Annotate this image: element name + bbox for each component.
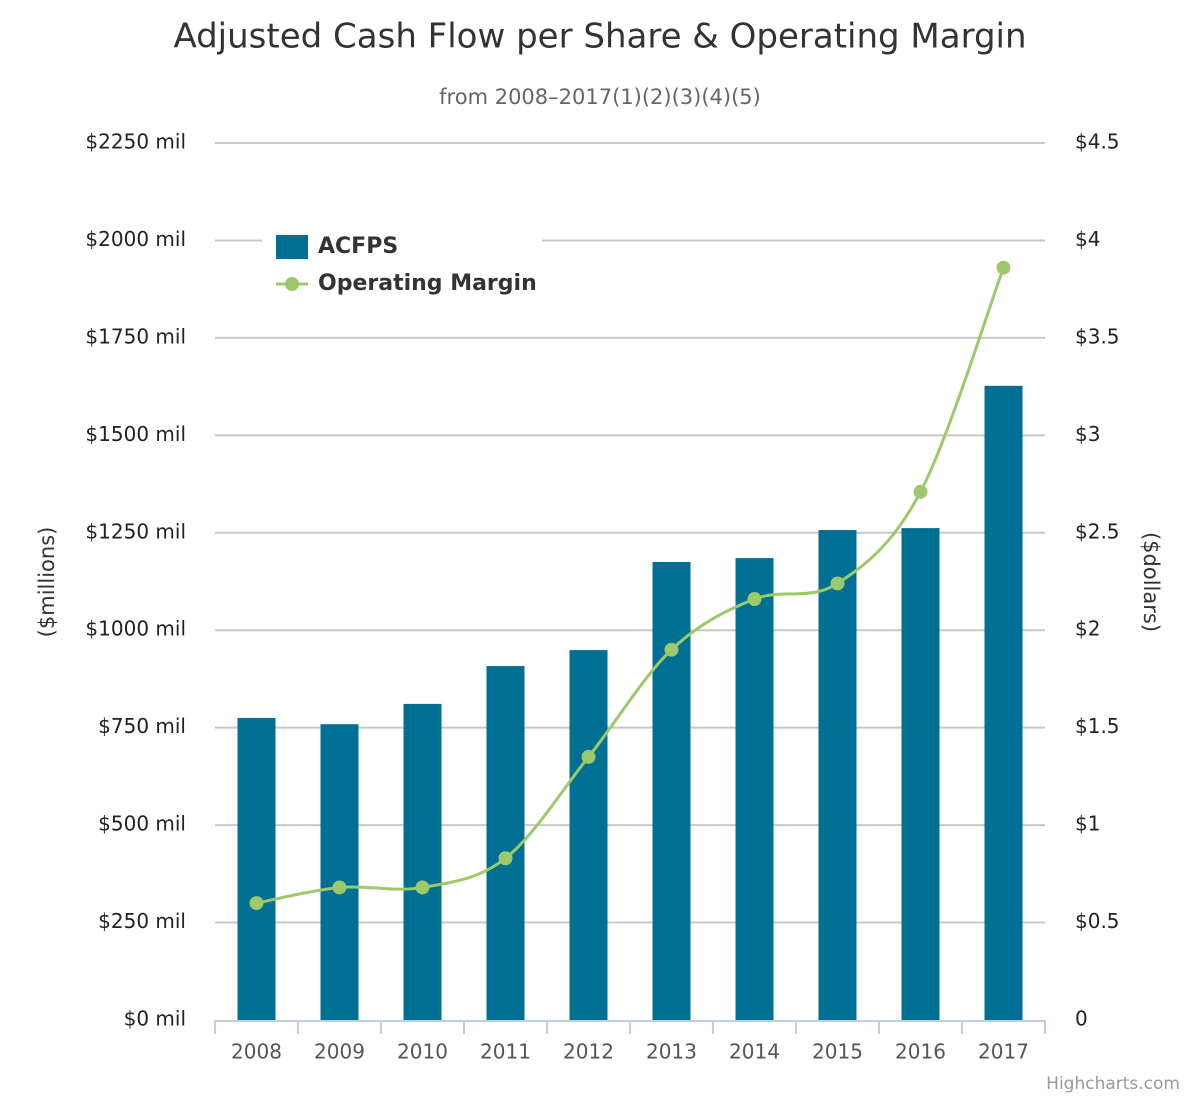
x-tick-label: 2010 — [397, 1040, 448, 1064]
bar — [735, 558, 774, 1020]
point — [913, 484, 928, 499]
point — [747, 592, 762, 607]
y2-tick-label: $0.5 — [1075, 909, 1120, 933]
point — [498, 851, 513, 866]
y-tick-label: $0 mil — [124, 1007, 186, 1031]
point — [996, 260, 1011, 275]
point — [581, 749, 596, 764]
chart-title: Adjusted Cash Flow per Share & Operating… — [173, 17, 1026, 57]
bar — [403, 703, 442, 1020]
y-axis-title: ($millions) — [35, 527, 59, 638]
y2-tick-label: $3 — [1075, 422, 1100, 446]
x-tick-label: 2008 — [231, 1040, 282, 1064]
line — [256, 267, 1005, 905]
x-tick-label: 2009 — [314, 1040, 365, 1064]
x-tick-label: 2017 — [978, 1040, 1029, 1064]
x-tick-label: 2016 — [895, 1040, 946, 1064]
bar — [237, 717, 276, 1020]
y2-tick-label: $2 — [1075, 617, 1100, 641]
y2-tick-label: $1 — [1075, 812, 1100, 836]
y2-tick-label: 0 — [1075, 1007, 1088, 1031]
credits: Highcharts.com — [1046, 1074, 1180, 1094]
y2-tick-label: $4.5 — [1075, 130, 1120, 154]
y-tick-label: $750 mil — [98, 714, 186, 738]
y-tick-label: $500 mil — [98, 812, 186, 836]
legend-label: ACFPS — [318, 234, 398, 259]
point — [830, 576, 845, 591]
bar — [320, 724, 359, 1020]
bar — [652, 562, 691, 1020]
chart-subtitle: from 2008–2017(1)(2)(3)(4)(5) — [439, 85, 761, 109]
point — [332, 880, 347, 895]
x-tick-label: 2015 — [812, 1040, 863, 1064]
point — [249, 896, 264, 911]
bar — [486, 666, 525, 1020]
legend-box — [262, 222, 542, 306]
bar — [901, 528, 940, 1020]
bar — [984, 385, 1023, 1020]
x-tick-label: 2012 — [563, 1040, 614, 1064]
bar — [818, 530, 857, 1020]
x-tick-label: 2014 — [729, 1040, 780, 1064]
legend-symbol — [285, 277, 299, 291]
y2-tick-label: $1.5 — [1075, 714, 1120, 738]
y-tick-label: $2000 mil — [85, 227, 186, 251]
point — [415, 880, 430, 895]
y-tick-label: $250 mil — [98, 909, 186, 933]
y2-axis-title: ($dollars) — [1139, 532, 1163, 632]
y2-tick-label: $3.5 — [1075, 324, 1120, 348]
y-tick-label: $2250 mil — [85, 130, 186, 154]
x-tick-label: 2013 — [646, 1040, 697, 1064]
y2-tick-label: $2.5 — [1075, 519, 1120, 543]
y-tick-label: $1250 mil — [85, 519, 186, 543]
point — [664, 642, 679, 657]
y-tick-label: $1500 mil — [85, 422, 186, 446]
y-tick-label: $1750 mil — [85, 324, 186, 348]
legend-symbol — [276, 235, 308, 259]
bar — [569, 650, 608, 1020]
x-tick-label: 2011 — [480, 1040, 531, 1064]
y2-tick-label: $4 — [1075, 227, 1100, 251]
legend-label: Operating Margin — [318, 271, 537, 296]
y-tick-label: $1000 mil — [85, 617, 186, 641]
